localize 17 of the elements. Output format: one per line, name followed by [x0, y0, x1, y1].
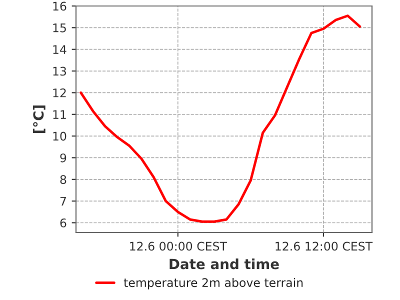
- y-tick-label: 7: [60, 196, 66, 206]
- y-tick-label: 6: [60, 218, 66, 228]
- y-axis-title: [°C]: [32, 106, 46, 133]
- y-tick-label: 16: [53, 2, 66, 11]
- x-axis-title: Date and time: [170, 258, 279, 270]
- x-tick-label: 12.6 12:00 CEST: [276, 242, 373, 251]
- legend-label: temperature 2m above terrain: [124, 278, 303, 290]
- x-tick-label: 12.6 00:00 CEST: [130, 242, 228, 251]
- y-tick-label: 15: [53, 24, 66, 32]
- y-tick-label: 8: [60, 175, 66, 184]
- y-tick-label: 9: [60, 153, 66, 162]
- y-tick-label: 10: [53, 132, 66, 141]
- y-tick-label: 14: [53, 45, 66, 54]
- y-tick-label: 13: [53, 66, 66, 76]
- y-tick-label: 11: [53, 110, 66, 119]
- line-series: [80, 14, 362, 223]
- y-tick-label: 12: [53, 88, 66, 98]
